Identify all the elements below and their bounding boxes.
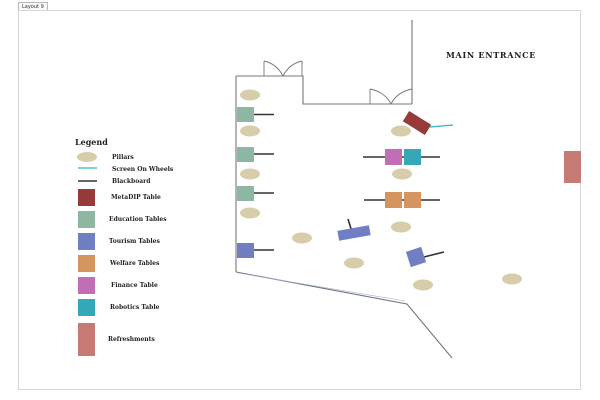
legend-label-pillars: Pillars — [112, 154, 134, 161]
screen-on-wheels — [429, 124, 454, 128]
pillar — [502, 273, 522, 285]
metadip-table[interactable] — [402, 111, 432, 135]
education-table[interactable] — [237, 147, 254, 162]
legend-education-swatch — [78, 211, 95, 228]
pillar — [391, 125, 411, 137]
tourism-table[interactable] — [237, 243, 254, 258]
pillar — [240, 125, 260, 137]
legend-label-education: Education Tables — [109, 216, 167, 223]
pillar — [240, 207, 260, 219]
room-inner-diagonal-line — [237, 272, 406, 302]
blackboard — [423, 251, 445, 258]
pillar — [391, 221, 411, 233]
left-wall-tables — [237, 107, 274, 258]
legend-label-refreshments: Refreshments — [108, 336, 155, 343]
education-table[interactable] — [237, 107, 254, 122]
refreshments-area[interactable] — [564, 151, 581, 183]
tourism-table[interactable] — [337, 225, 371, 241]
pillars-group — [240, 89, 522, 291]
pillar — [292, 232, 312, 244]
legend-tourism-swatch — [78, 233, 95, 250]
layout-tab[interactable]: Layout 9 — [18, 2, 48, 11]
robotics-table[interactable] — [404, 149, 421, 165]
legend-metadip-swatch — [78, 189, 95, 206]
main-entrance-doors — [263, 60, 413, 105]
pillar — [392, 168, 412, 180]
legend-label-blackboard: Blackboard — [112, 178, 151, 185]
legend-label-tourism: Tourism Tables — [109, 238, 160, 245]
welfare-table[interactable] — [404, 192, 421, 208]
welfare-table[interactable] — [385, 192, 402, 208]
pillar — [240, 89, 260, 101]
legend-robotics-swatch — [78, 299, 95, 316]
legend-finance-swatch — [78, 277, 95, 294]
room-top-wall — [236, 75, 412, 105]
legend-label-screen: Screen On Wheels — [112, 166, 174, 173]
pillar — [240, 168, 260, 180]
pillar — [344, 257, 364, 269]
legend-welfare-swatch — [78, 255, 95, 272]
legend-label-robotics: Robotics Table — [110, 304, 160, 311]
legend-pillar-swatch — [77, 152, 97, 162]
legend-refreshments-swatch — [78, 323, 95, 356]
education-table[interactable] — [237, 186, 254, 201]
room-diagonal-wall — [235, 271, 453, 359]
main-entrance-title: MAIN ENTRANCE — [446, 50, 536, 60]
pillar — [413, 279, 433, 291]
finance-table[interactable] — [385, 149, 402, 165]
legend-label-finance: Finance Table — [111, 282, 158, 289]
center-tables — [337, 111, 454, 268]
layout-page — [18, 10, 581, 390]
tourism-table[interactable] — [405, 246, 427, 268]
legend-heading: Legend — [75, 137, 108, 147]
legend-label-welfare: Welfare Tables — [109, 260, 160, 267]
legend-label-metadip: MetaDIP Table — [111, 194, 161, 201]
